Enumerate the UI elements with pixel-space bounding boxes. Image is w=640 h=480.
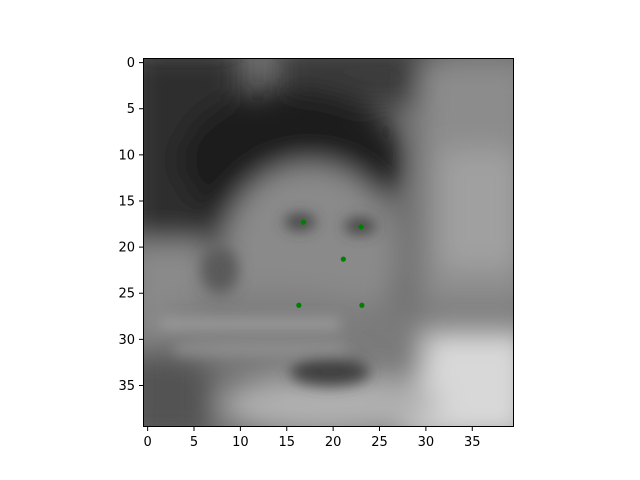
x-tick-label: 35 [464,435,481,450]
y-axis: 0 5 10 15 20 25 30 35 [118,56,143,394]
y-tick-label: 0 [127,56,135,71]
y-tick-label: 5 [127,102,135,117]
x-tick-label: 0 [143,435,151,450]
scatter-point [358,224,364,230]
scatter-point [300,219,307,225]
scatter-point [359,302,365,308]
plot-frame [143,58,514,427]
image-panel [143,58,514,427]
x-tick-label: 20 [325,435,342,450]
x-tick-label: 5 [190,435,198,450]
scatter-point [296,302,302,308]
y-tick-label: 10 [118,148,135,163]
x-tick-label: 25 [371,435,388,450]
y-tick-label: 20 [118,241,135,256]
x-tick-label: 10 [232,435,249,450]
x-axis: 0 5 10 15 20 25 30 35 [143,427,481,450]
y-tick-label: 35 [118,379,135,394]
scatter-point [340,256,346,262]
y-tick-label: 30 [118,333,135,348]
x-tick-label: 15 [278,435,295,450]
y-tick-label: 15 [118,194,135,209]
scatter-points [296,219,365,308]
x-tick-label: 30 [418,435,435,450]
y-tick-label: 25 [118,287,135,302]
